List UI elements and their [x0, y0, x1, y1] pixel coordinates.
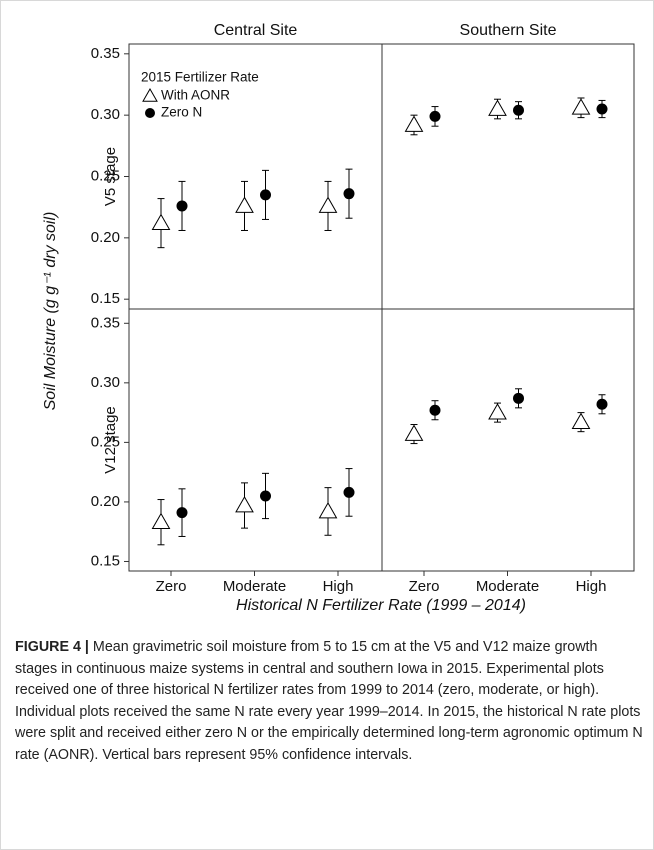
panel-frame: [381, 43, 635, 310]
legend-marker: [142, 87, 158, 102]
marker: [571, 412, 591, 430]
y-tick-label: 0.25: [91, 433, 120, 450]
marker: [176, 200, 188, 212]
y-tick-label: 0.20: [91, 229, 120, 246]
marker: [513, 392, 524, 404]
y-axis-label: Soil Moisture (g g⁻¹ dry soil): [42, 212, 59, 411]
marker: [260, 490, 271, 502]
marker: [596, 103, 608, 115]
marker: [488, 403, 507, 420]
y-tick-label: 0.15: [91, 552, 120, 569]
marker: [429, 110, 441, 122]
y-tick-label: 0.30: [91, 106, 120, 123]
x-tick-label: Moderate: [223, 578, 286, 595]
x-tick-label: Zero: [156, 578, 187, 595]
legend-marker: [145, 108, 155, 118]
chart: Soil Moisture (g g⁻¹ dry soil) Historica…: [42, 22, 635, 614]
y-tick-label: 0.35: [91, 314, 120, 331]
x-axis-label: Historical N Fertilizer Rate (1999 – 201…: [236, 597, 526, 614]
row-label: V12 stage: [102, 406, 119, 474]
y-tick-label: 0.35: [91, 45, 120, 62]
legend-title: 2015 Fertilizer Rate: [141, 70, 259, 85]
marker: [343, 486, 355, 498]
caption: FIGURE 4 | Mean gravimetric soil moistur…: [15, 637, 643, 766]
marker: [404, 424, 424, 441]
caption-label: FIGURE 4 |: [15, 639, 89, 655]
marker: [151, 512, 171, 530]
y-tick-label: 0.20: [91, 493, 120, 510]
x-tick-label: High: [323, 578, 354, 595]
y-tick-label: 0.25: [91, 167, 120, 184]
marker: [429, 404, 441, 416]
panel-title: Central Site: [214, 22, 298, 39]
panel-frame: [128, 308, 383, 572]
marker: [596, 398, 608, 410]
marker: [260, 189, 271, 201]
marker: [343, 188, 355, 200]
marker: [176, 507, 188, 519]
x-tick-label: High: [576, 578, 607, 595]
y-tick-label: 0.15: [91, 290, 120, 307]
x-tick-label: Moderate: [476, 578, 539, 595]
y-tick-label: 0.30: [91, 374, 120, 391]
marker: [235, 196, 254, 213]
marker: [318, 501, 338, 519]
caption-text: Mean gravimetric soil moisture from 5 to…: [15, 639, 643, 763]
marker: [571, 98, 591, 115]
x-tick-label: Zero: [409, 578, 440, 595]
marker: [488, 99, 507, 116]
marker: [235, 495, 254, 513]
marker: [404, 115, 424, 132]
legend-label: Zero N: [161, 105, 202, 120]
panel-title: Southern Site: [460, 22, 557, 39]
legend-label: With AONR: [161, 88, 230, 103]
row-label: V5 stage: [102, 147, 119, 206]
marker: [151, 213, 171, 230]
marker: [513, 104, 524, 116]
marker: [318, 196, 338, 213]
